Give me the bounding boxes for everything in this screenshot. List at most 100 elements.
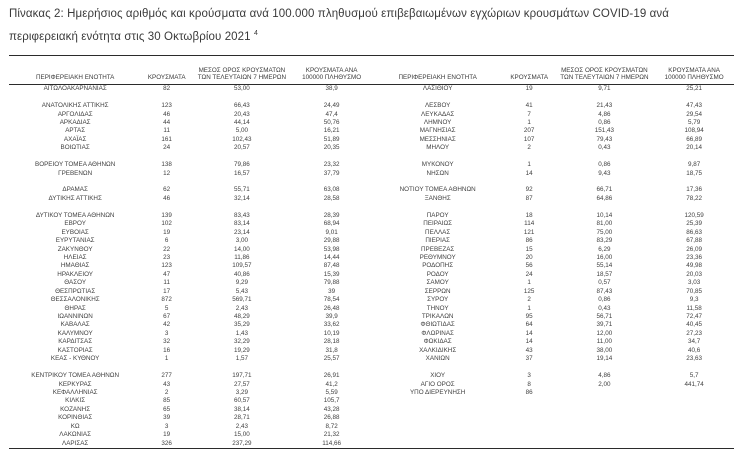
avg7-cell: 151,43 [594,127,615,135]
region-name-cell: ΛΕΣΒΟΥ [424,102,451,110]
spacer-row [9,93,372,101]
per100k-cell: 40,45 [686,321,702,329]
region-name-cell: ΛΗΜΝΟΥ [423,118,452,126]
table-row: ΚΕΑΣ - ΚΥΘΝΟΥ 1 1,57 25,57 [9,355,372,363]
per100k-cell: 37,79 [323,169,340,177]
region-name-cell: ΚΟΡΙΝΘΙΑΣ [58,414,93,422]
avg7-cell: 66,71 [596,186,613,194]
per100k-cell: 25,21 [686,85,702,93]
covid-table-left: ΑΙΤΩΛΟΑΚΑΡΝΑΝΙΑΣ 82 53,00 38,9 ΑΝΑΤΟΛΙΚΗΣ ΑΤ… [9,85,372,448]
table-row: ΥΠΟ ΔΙΕΡΕΥΝΗΣΗ 86 [372,389,735,397]
cases-cell: 47 [163,270,171,278]
avg7-cell: 20,43 [234,110,250,118]
region-name-cell: ΘΕΣΣΑΛΟΝΙΚΗΣ [50,296,100,304]
region-name-cell: ΕΥΒΟΙΑΣ [61,228,89,236]
region-name-cell: ΓΡΕΒΕΝΩΝ [58,169,93,177]
cases-cell: 37 [525,355,533,363]
cases-cell: 17 [163,287,171,295]
avg7-cell: 66,43 [234,102,250,110]
per100k-cell: 39,9 [325,313,338,321]
region-name-cell: ΚΕΑΣ - ΚΥΘΝΟΥ [50,355,100,363]
avg7-cell: 79,86 [234,161,250,169]
avg7-cell: 87,43 [596,287,613,295]
cases-cell: 138 [161,161,172,169]
per100k-cell: 79,88 [323,279,340,287]
avg7-cell: 39,71 [596,321,613,329]
table-row: ΚΩ 3 2,43 8,72 [9,423,372,431]
region-name-cell: ΜΥΚΟΝΟΥ [421,161,454,169]
table-row: ΣΑΜΟΥ 1 0,57 3,03 [372,279,735,287]
per100k-cell: 5,79 [687,118,701,126]
region-name-cell: ΚΕΝΤΡΙΚΟΥ ΤΟΜΕΑ ΑΘΗΝΩΝ [31,372,120,380]
cases-cell: 102 [161,220,172,228]
column-header: ΠΕΡΙΦΕΡΕΙΑΚΗ ΕΝΟΤΗΤΑ [398,74,477,82]
cases-cell: 14 [525,338,533,346]
per100k-cell: 67,88 [686,237,702,245]
avg7-cell: 19,14 [596,355,613,363]
left-table-header: ΠΕΡΙΦΕΡΕΙΑΚΗ ΕΝΟΤΗΤΑ ΚΡΟΥΣΜΑΤΑ ΜΕΣΟΣ ΟΡΟΣ … [9,67,372,82]
cases-cell: 65 [163,405,171,413]
per100k-cell: 28,58 [323,194,340,202]
per100k-cell: 28,18 [323,338,340,346]
cases-cell: 2 [527,296,531,304]
region-name-cell: ΔΥΤΙΚΟΥ ΤΟΜΕΑ ΑΘΗΝΩΝ [35,211,115,219]
cases-cell: 8 [527,380,531,388]
cases-cell: 85 [163,397,171,405]
table-row: ΠΙΕΡΙΑΣ 86 83,29 67,88 [372,237,735,245]
cases-cell: 41 [525,102,533,110]
avg7-cell: 2,43 [235,422,249,430]
region-name-cell: ΠΡΕΒΕΖΑΣ [421,245,455,253]
cases-cell: 6 [164,237,169,245]
spacer-row [372,178,735,186]
table-row: ΧΑΛΚΙΔΙΚΗΣ 43 38,00 40,6 [372,347,735,355]
per100k-cell: 23,36 [686,253,702,261]
cases-cell: 326 [161,439,172,447]
table-row: ΑΝΑΤΟΛΙΚΗΣ ΑΤΤΙΚΗΣ 123 66,43 24,49 [9,102,372,110]
per100k-cell: 20,14 [686,144,702,152]
per100k-cell: 9,01 [325,228,338,236]
region-name-cell: ΛΑΣΙΘΙΟΥ [422,85,453,93]
table-row: ΘΕΣΠΡΩΤΙΑΣ 17 5,43 39 [9,288,372,296]
cases-cell: 5 [164,304,169,312]
cases-cell: 67 [163,313,171,321]
per100k-cell: 27,23 [686,329,702,337]
avg7-cell: 27,57 [234,380,250,388]
table-row: ΧΑΝΙΩΝ 37 19,14 23,63 [372,355,735,363]
table-row: ΘΕΣΣΑΛΟΝΙΚΗΣ 872 569,71 78,54 [9,296,372,304]
cases-cell: 11 [163,279,170,287]
cases-cell: 2 [164,388,169,396]
covid-table-right: ΛΑΣΙΘΙΟΥ 19 9,71 25,21 ΛΕΣΒΟΥ 41 21,43 47,43 ΛΕΥ… [372,85,735,397]
region-name-cell: ΚΑΡΔΙΤΣΑΣ [58,338,93,346]
table-row: ΜΥΚΟΝΟΥ 1 0,86 9,87 [372,161,735,169]
region-name-cell: ΑΡΤΑΣ [65,127,86,135]
region-name-cell: ΜΗΛΟΥ [426,144,450,152]
per100k-cell: 9,87 [687,161,701,169]
region-name-cell: ΚΕΡΚΥΡΑΣ [58,380,92,388]
column-header: ΚΡΟΥΣΜΑΤΑ [147,74,186,82]
cases-cell: 107 [523,135,535,143]
table-row: ΕΥΒΟΙΑΣ 19 23,14 9,01 [9,228,372,236]
per100k-cell: 8,72 [325,422,338,430]
per100k-cell: 25,39 [686,220,702,228]
table-row: ΑΡΓΟΛΙΔΑΣ 46 20,43 47,4 [9,110,372,118]
cases-cell: 46 [163,194,171,202]
region-name-cell: ΡΕΘΥΜΝΟΥ [419,253,456,261]
region-name-cell: ΗΜΑΘΙΑΣ [60,262,90,270]
region-name-cell: ΣΕΡΡΩΝ [424,287,451,295]
region-name-cell: ΒΟΡΕΙΟΥ ΤΟΜΕΑ ΑΘΗΝΩΝ [35,161,116,169]
spacer-row [9,203,372,211]
table-row: ΝΗΣΩΝ 14 9,43 18,75 [372,169,735,177]
avg7-cell: 38,00 [596,346,613,354]
cases-cell: 23 [163,253,171,261]
column-header: ΜΕΣΟΣ ΟΡΟΣ ΚΡΟΥΣΜΑΤΩΝ ΤΩΝ ΤΕΛΕΥΤΑΙΩΝ 7 Η… [197,66,287,82]
per100k-cell: 72,47 [686,313,702,321]
avg7-cell: 16,00 [596,253,613,261]
avg7-cell: 64,86 [596,194,613,202]
avg7-cell: 81,00 [596,220,613,228]
table-row: ΜΗΛΟΥ 2 0,43 20,14 [372,144,735,152]
cases-cell: 3 [527,372,531,380]
table-row: ΠΕΛΛΑΣ 121 75,00 86,63 [372,228,735,236]
region-name-cell: ΧΙΟΥ [430,372,446,380]
cases-cell: 16 [163,346,171,354]
table-row: ΦΘΙΩΤΙΔΑΣ 64 39,71 40,45 [372,321,735,329]
